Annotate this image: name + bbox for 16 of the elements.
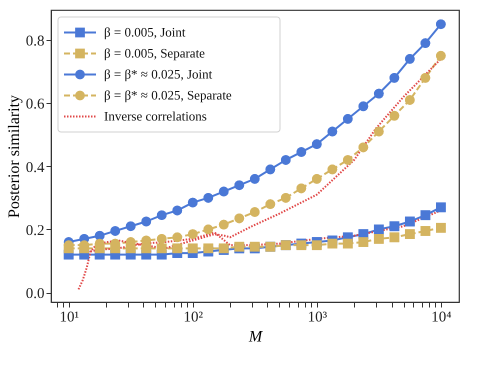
x-tick-label: 10³ (308, 310, 328, 326)
y-tick-label: 0.8 (26, 33, 44, 50)
x-tick-label: 10⁴ (431, 310, 452, 326)
legend-label: β = β* ≈ 0.025, Separate (104, 88, 232, 102)
y-tick-label: 0.2 (26, 222, 44, 239)
legend-label: β = β* ≈ 0.025, Joint (104, 66, 213, 82)
x-axis-title: M (248, 328, 264, 346)
y-tick-label: 0.0 (26, 286, 44, 302)
y-tick-label: 0.4 (26, 160, 45, 176)
legend-label: β = 0.005, Joint (104, 24, 186, 40)
y-tick-label: 0.6 (26, 96, 45, 113)
legend-label: β = 0.005, Separate (104, 46, 206, 60)
x-tick-label: 10¹ (59, 310, 79, 326)
x-tick-label: 10² (184, 310, 204, 326)
y-axis-title: Posterior similarity (6, 94, 23, 218)
legend-label: Inverse correlations (104, 108, 207, 124)
